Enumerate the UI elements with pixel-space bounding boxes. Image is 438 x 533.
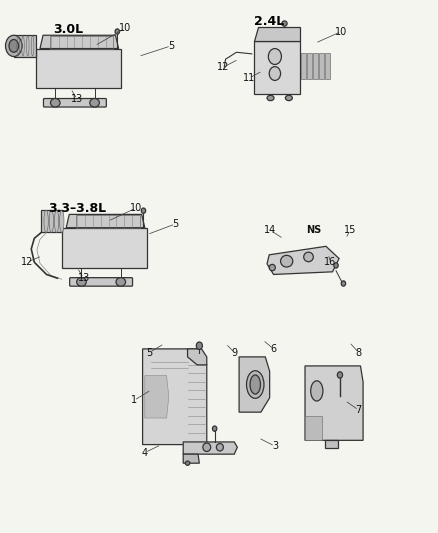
Text: 7: 7 [356,405,362,415]
Bar [313,53,318,79]
Text: 6: 6 [271,344,277,354]
Ellipse shape [282,21,287,26]
Bar [319,53,324,79]
Text: 10: 10 [119,23,131,34]
Ellipse shape [311,381,323,401]
Polygon shape [62,228,147,268]
Text: 10: 10 [130,203,142,213]
Polygon shape [145,375,169,418]
Ellipse shape [115,29,120,34]
Text: 13: 13 [78,273,90,283]
Polygon shape [183,442,237,454]
Polygon shape [183,454,199,463]
Ellipse shape [216,443,223,451]
Text: 12: 12 [21,257,33,267]
Ellipse shape [60,210,64,232]
Polygon shape [187,349,207,365]
Bar [50,36,113,49]
Polygon shape [40,35,119,49]
Ellipse shape [334,263,338,268]
Text: 4: 4 [142,448,148,457]
Ellipse shape [141,208,146,213]
Text: 3.0L: 3.0L [53,23,83,36]
Ellipse shape [269,264,276,271]
Polygon shape [41,210,62,232]
Text: NS: NS [307,225,322,236]
Ellipse shape [9,39,18,52]
Ellipse shape [77,278,86,286]
Text: 12: 12 [217,62,230,72]
Text: 8: 8 [356,348,362,358]
Polygon shape [254,27,300,41]
Polygon shape [254,41,300,94]
Ellipse shape [268,49,282,64]
Text: 11: 11 [244,73,256,83]
Text: 16: 16 [324,257,336,267]
Text: 13: 13 [71,94,83,104]
Text: 5: 5 [172,219,178,229]
Text: 5: 5 [168,41,174,51]
Ellipse shape [286,95,292,101]
Ellipse shape [341,281,346,286]
Polygon shape [267,246,339,274]
Ellipse shape [116,278,126,286]
Ellipse shape [50,99,60,107]
Text: 2.4L: 2.4L [254,15,284,28]
FancyBboxPatch shape [43,99,106,107]
FancyBboxPatch shape [70,278,133,286]
Text: 3.3–3.8L: 3.3–3.8L [48,201,106,214]
Text: 10: 10 [335,27,347,37]
Polygon shape [35,49,121,88]
Polygon shape [14,35,35,56]
Ellipse shape [203,443,211,451]
Ellipse shape [212,426,217,431]
Text: 5: 5 [146,348,152,358]
Ellipse shape [269,67,281,80]
Bar [76,215,140,228]
Ellipse shape [185,461,190,465]
Polygon shape [143,349,207,445]
Ellipse shape [281,255,293,267]
Ellipse shape [54,210,59,232]
Ellipse shape [90,99,99,107]
Polygon shape [305,416,322,440]
Ellipse shape [267,95,274,101]
Text: 9: 9 [232,348,238,358]
Polygon shape [239,357,270,412]
Polygon shape [66,214,145,228]
Bar [307,53,312,79]
Text: 1: 1 [131,395,137,406]
Text: 3: 3 [272,441,278,451]
Ellipse shape [250,375,261,394]
Polygon shape [305,366,363,440]
Bar [325,53,330,79]
Ellipse shape [337,372,343,378]
Ellipse shape [44,210,48,232]
Bar [300,53,306,79]
Ellipse shape [196,342,202,350]
Ellipse shape [6,35,22,56]
Text: 15: 15 [344,225,356,236]
Ellipse shape [49,210,53,232]
Polygon shape [325,440,338,448]
Ellipse shape [247,370,264,398]
Text: 14: 14 [265,225,277,236]
Ellipse shape [304,252,313,262]
